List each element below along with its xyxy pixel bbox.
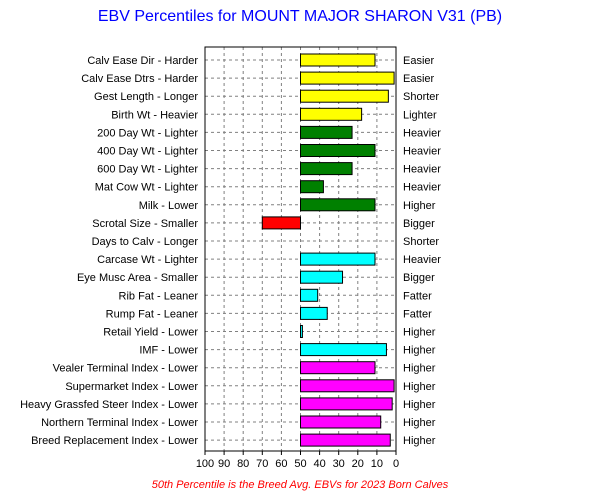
row-label-left: Milk - Lower — [139, 200, 199, 212]
row-label-left: Rib Fat - Leaner — [119, 290, 199, 302]
row-label-right: Higher — [403, 381, 436, 393]
row-label-left: Calv Ease Dtrs - Harder — [81, 73, 198, 85]
bar — [300, 252, 376, 266]
bar — [300, 89, 389, 103]
row-label-right: Higher — [403, 435, 436, 447]
row-label-left: 200 Day Wt - Lighter — [97, 127, 198, 139]
bar — [300, 306, 328, 320]
bar — [261, 216, 301, 230]
row-label-right: Easier — [403, 55, 435, 67]
row-label-left: Eye Musc Area - Smaller — [77, 272, 198, 284]
tick-label: 70 — [256, 458, 268, 470]
row-label-left: Scrotal Size - Smaller — [92, 218, 198, 230]
row-labels: Calv Ease Dir - Harder Easier Calv Ease Dt… — [20, 55, 441, 447]
row-label-left: Days to Calv - Longer — [92, 236, 199, 248]
row-label-right: Higher — [403, 345, 436, 357]
chart-footnote: 50th Percentile is the Breed Avg. EBVs f… — [152, 479, 449, 491]
tick-label: 60 — [275, 458, 287, 470]
bar — [300, 198, 376, 212]
tick-label: 10 — [371, 458, 383, 470]
row-label-left: IMF - Lower — [139, 345, 198, 357]
row-label-right: Bigger — [403, 272, 435, 284]
row-label-left: Carcase Wt - Lighter — [97, 254, 198, 266]
bar — [300, 125, 353, 139]
row-label-right: Heavier — [403, 182, 441, 194]
row-label-left: Northern Terminal Index - Lower — [41, 417, 198, 429]
row-label-right: Fatter — [403, 290, 432, 302]
bar — [300, 343, 387, 357]
bars — [261, 53, 395, 447]
bar — [300, 270, 344, 284]
x-axis-ticks: 100 90 80 70 60 50 40 30 20 10 0 — [196, 451, 399, 470]
bar — [300, 325, 303, 338]
bar — [300, 107, 363, 121]
plot-frame — [204, 46, 397, 452]
row-label-left: Retail Yield - Lower — [103, 327, 198, 339]
row-label-left: Supermarket Index - Lower — [65, 381, 198, 393]
row-label-right: Higher — [403, 417, 436, 429]
row-label-right: Higher — [403, 363, 436, 375]
tick-label: 40 — [313, 458, 325, 470]
bar — [300, 180, 324, 194]
bar — [300, 288, 319, 302]
row-label-right: Easier — [403, 73, 435, 85]
bar — [300, 379, 395, 393]
row-label-right: Shorter — [403, 91, 439, 103]
row-label-right: Fatter — [403, 308, 432, 320]
tick-label: 80 — [237, 458, 249, 470]
row-label-right: Heavier — [403, 146, 441, 158]
row-label-right: Higher — [403, 327, 436, 339]
row-label-right: Lighter — [403, 109, 437, 121]
bar — [300, 397, 393, 411]
bar — [300, 415, 382, 429]
tick-label: 90 — [218, 458, 230, 470]
bar — [300, 53, 376, 67]
bar — [300, 361, 376, 375]
bar — [300, 144, 376, 157]
row-label-right: Heavier — [403, 254, 441, 266]
row-label-right: Higher — [403, 200, 436, 212]
bar — [300, 162, 353, 176]
tick-label: 50 — [294, 458, 306, 470]
bar — [300, 433, 391, 447]
row-label-left: Gest Length - Longer — [94, 91, 198, 103]
row-label-left: Rump Fat - Leaner — [106, 308, 199, 320]
chart-title: EBV Percentiles for MOUNT MAJOR SHARON V… — [98, 8, 502, 25]
row-label-left: Calv Ease Dir - Harder — [87, 55, 198, 67]
row-label-left: 400 Day Wt - Lighter — [97, 146, 198, 158]
row-label-left: Breed Replacement Index - Lower — [31, 435, 198, 447]
row-label-left: Mat Cow Wt - Lighter — [95, 182, 199, 194]
tick-label: 0 — [393, 458, 399, 470]
row-label-left: Birth Wt - Heavier — [111, 109, 198, 121]
row-label-left: Vealer Terminal Index - Lower — [53, 363, 199, 375]
tick-label: 20 — [352, 458, 364, 470]
tick-label: 100 — [196, 458, 214, 470]
tick-label: 30 — [333, 458, 345, 470]
bar — [300, 71, 395, 85]
row-label-right: Shorter — [403, 236, 439, 248]
row-label-left: Heavy Grassfed Steer Index - Lower — [20, 399, 198, 411]
row-label-right: Bigger — [403, 218, 435, 230]
row-label-left: 600 Day Wt - Lighter — [97, 164, 198, 176]
row-label-right: Heavier — [403, 127, 441, 139]
row-label-right: Higher — [403, 399, 436, 411]
row-label-right: Heavier — [403, 164, 441, 176]
